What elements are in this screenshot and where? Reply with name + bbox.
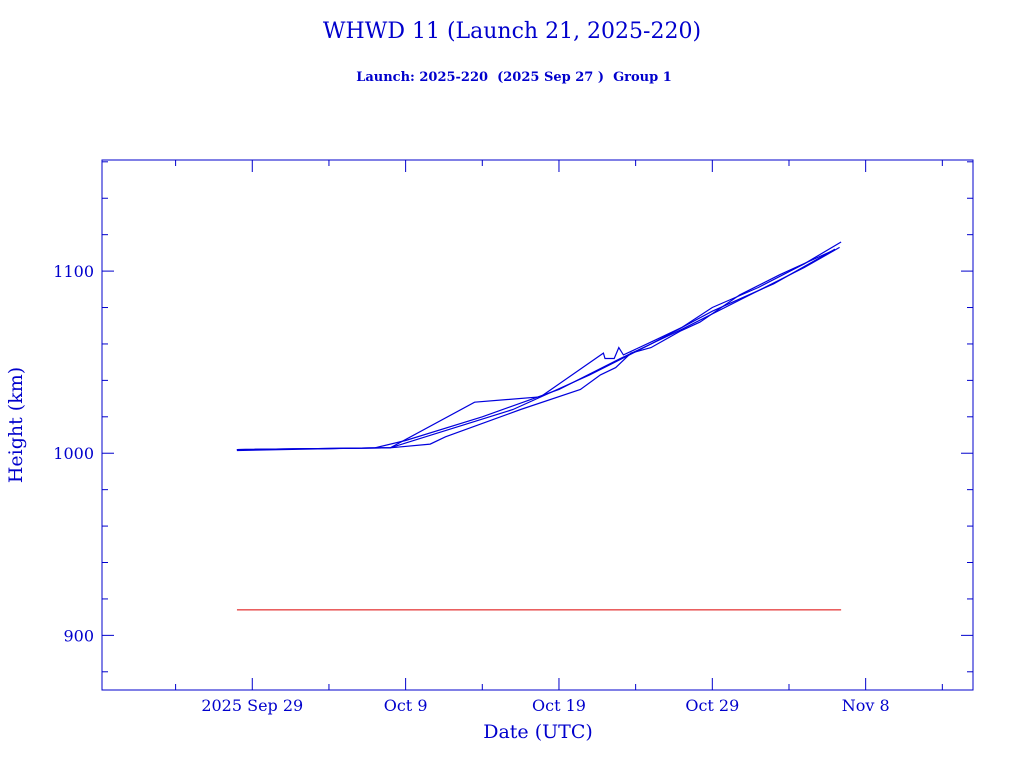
chart-title: WHWD 11 (Launch 21, 2025-220)	[323, 19, 701, 44]
x-tick-label: Oct 19	[532, 696, 586, 715]
x-tick-label: 2025 Sep 29	[201, 696, 303, 715]
x-tick-label: Nov 8	[842, 696, 890, 715]
x-tick-label: Oct 9	[384, 696, 428, 715]
chart-subtitle: Launch: 2025-220 (2025 Sep 27 ) Group 1	[356, 70, 672, 85]
y-tick-label: 1000	[53, 444, 94, 463]
y-tick-label: 1100	[53, 262, 94, 281]
y-axis-label: Height (km)	[5, 367, 27, 483]
y-tick-label: 900	[63, 626, 94, 645]
x-tick-label: Oct 29	[685, 696, 739, 715]
plot-frame	[101, 159, 974, 691]
series-line-object-2	[236, 250, 833, 451]
series-line-object-4	[236, 246, 840, 452]
x-axis-label: Date (UTC)	[483, 721, 593, 743]
series-line-object-1	[236, 241, 842, 451]
series-line-object-3	[236, 248, 836, 451]
